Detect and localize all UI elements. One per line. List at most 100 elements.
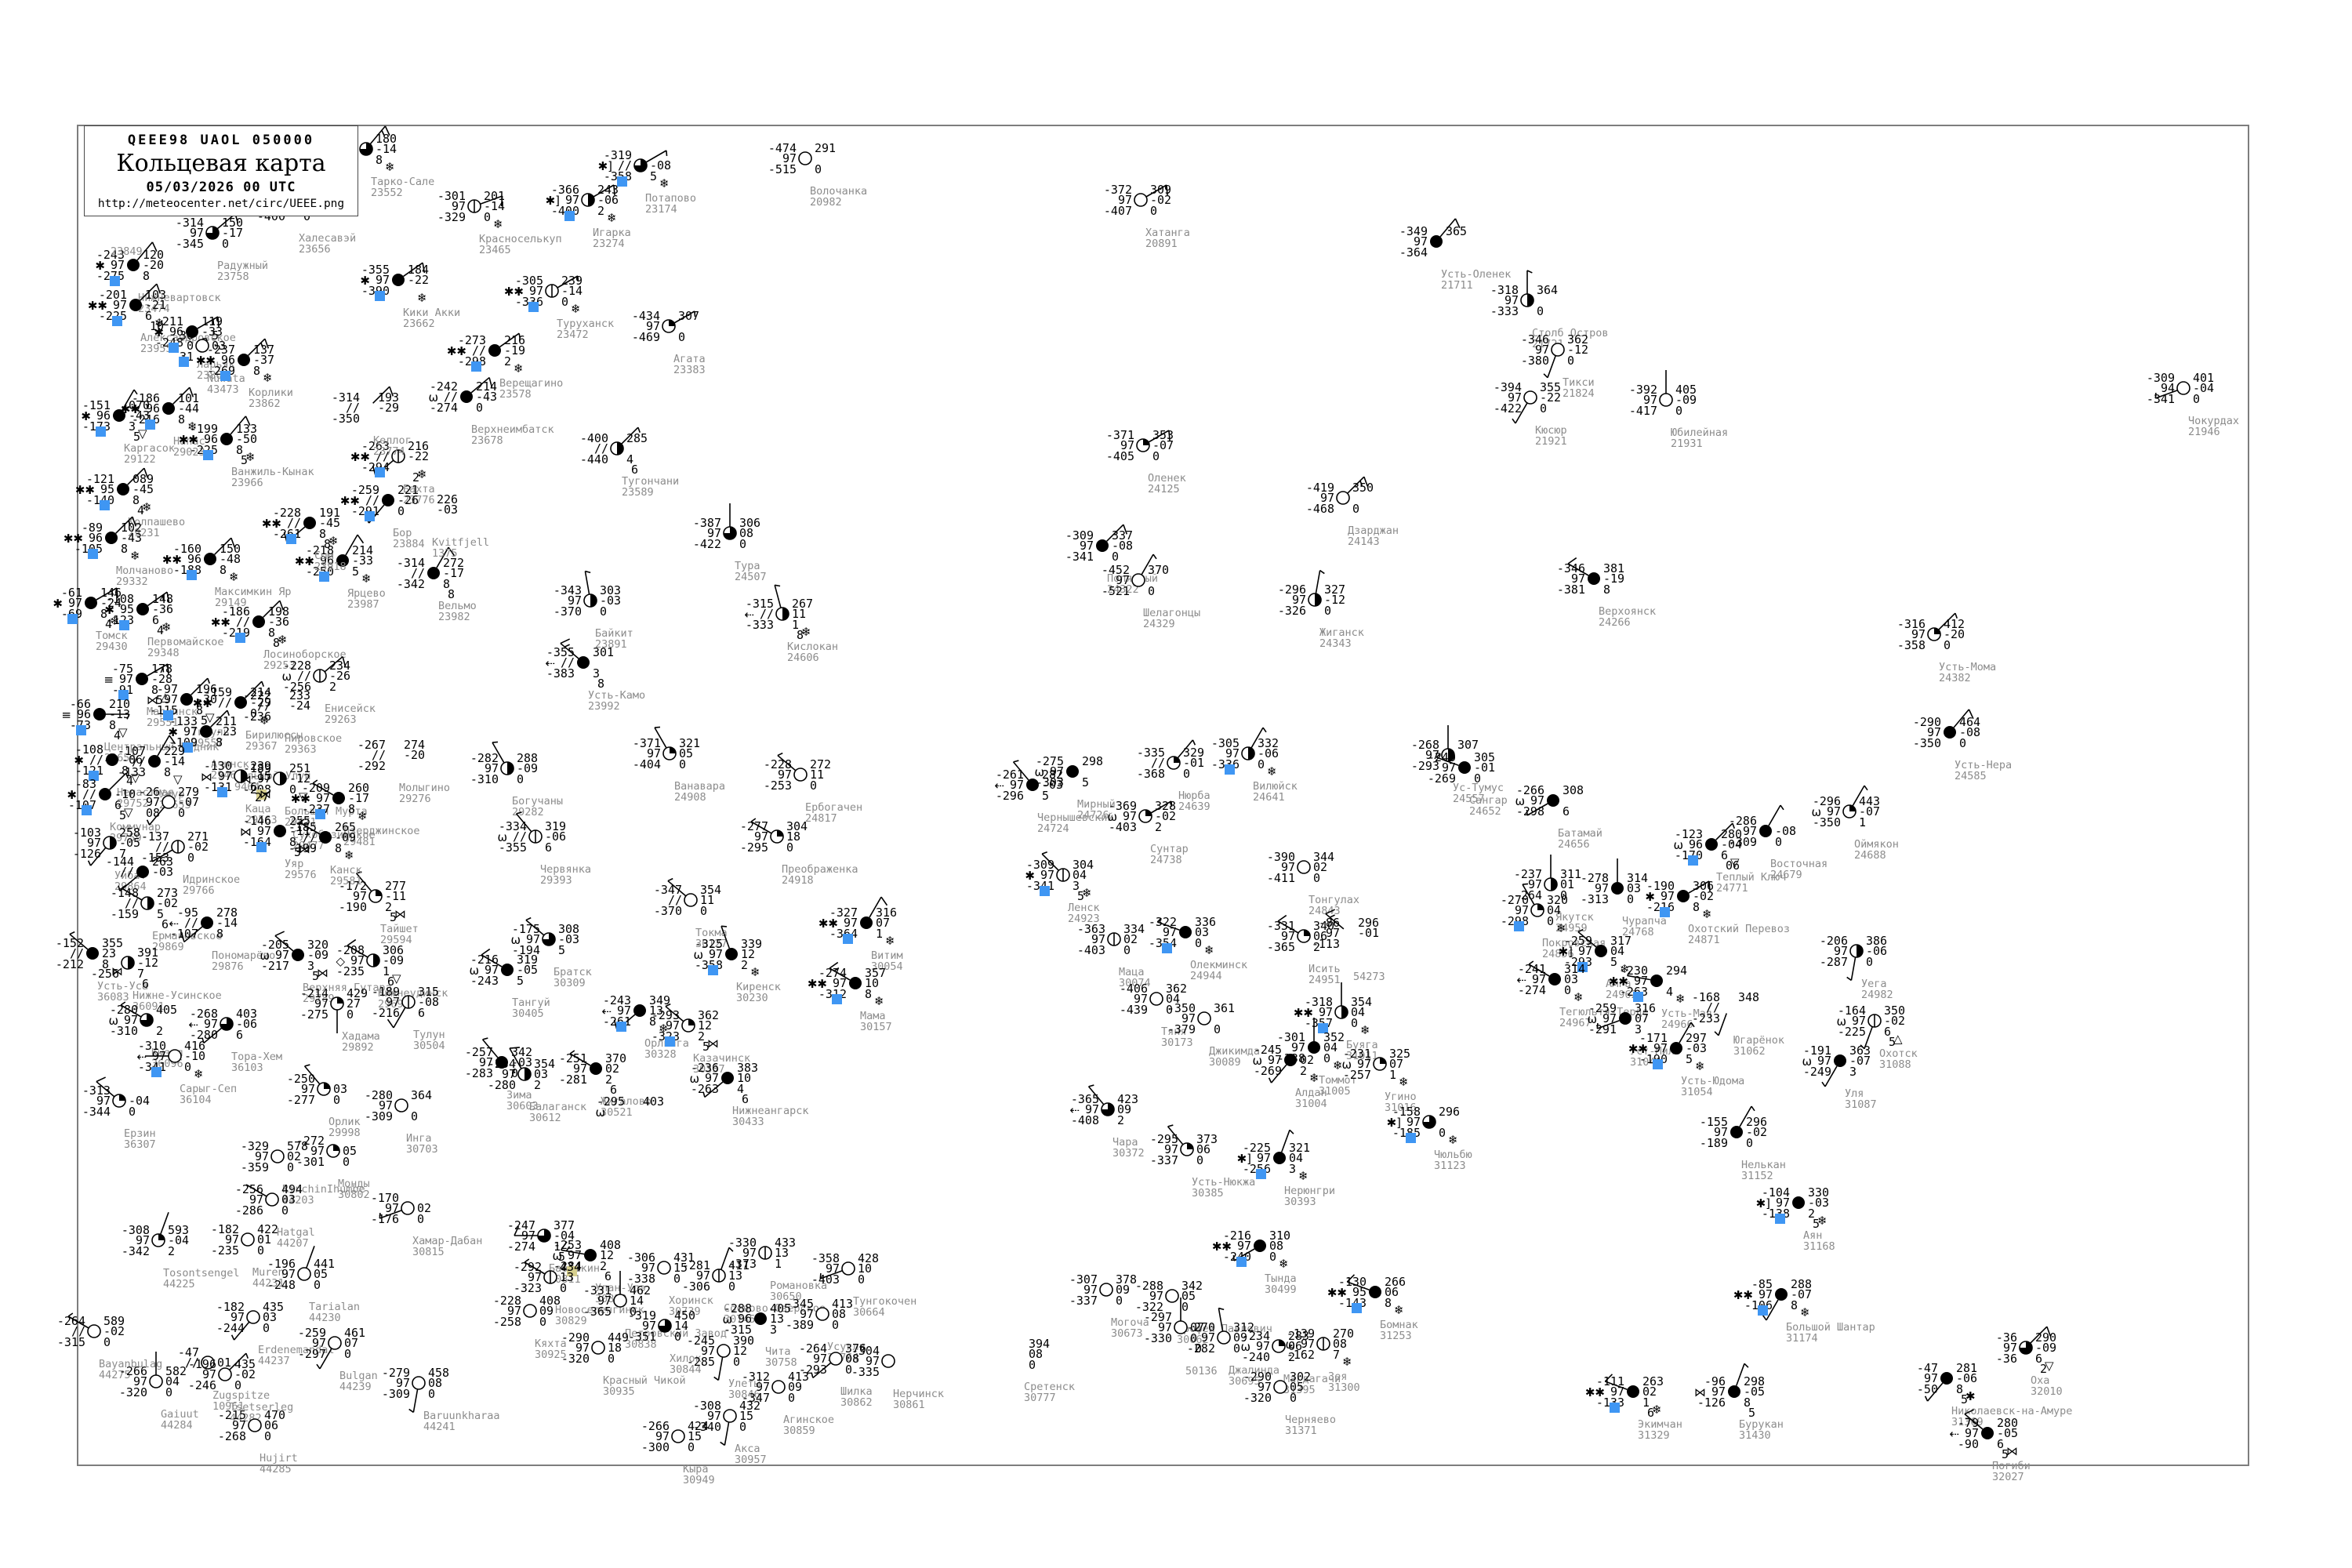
station-id: 24143 bbox=[1348, 535, 1380, 548]
station-extra: 0 bbox=[600, 604, 607, 619]
station-name: Коммунар bbox=[110, 821, 161, 833]
station-tendency: -14 bbox=[216, 916, 238, 930]
station-pressure: 285 bbox=[626, 431, 648, 445]
snow-cover-square bbox=[617, 176, 627, 187]
station-pressure: 214 bbox=[352, 543, 373, 557]
station-id: 24908 bbox=[674, 791, 706, 804]
station-name: Томск bbox=[96, 630, 128, 642]
station-name: Bayanbulag bbox=[99, 1358, 162, 1370]
station-id: 30328 bbox=[644, 1048, 677, 1061]
station-extra: 0 bbox=[810, 779, 817, 793]
station-id: 23589 bbox=[622, 486, 654, 499]
station-pressure: 403 bbox=[643, 1094, 664, 1109]
station-extra: 7 bbox=[1333, 1348, 1340, 1362]
station-extra: 0 bbox=[608, 1352, 615, 1366]
wind-barb-half bbox=[120, 1001, 126, 1006]
station-dewpoint: -199 bbox=[289, 841, 317, 855]
station-extra: 0 bbox=[417, 1212, 424, 1226]
station-extra: 0 bbox=[397, 504, 405, 518]
wind-barb-full bbox=[143, 467, 149, 478]
station-id: 24329 bbox=[1143, 618, 1175, 630]
past-weather-icon: ❄ bbox=[1399, 1075, 1409, 1089]
station-dewpoint: -90 bbox=[1958, 1437, 1979, 1451]
station-extra: 8 bbox=[151, 683, 158, 697]
station-circle bbox=[127, 259, 140, 271]
station-circle bbox=[501, 964, 514, 976]
station-circle bbox=[1284, 1054, 1297, 1066]
wind-barb-half bbox=[713, 1376, 719, 1381]
station-dewpoint: -422 bbox=[693, 537, 721, 551]
station-extra: 8 bbox=[1603, 583, 1610, 597]
station-id: 23992 bbox=[588, 700, 620, 713]
wind-barb-half bbox=[118, 885, 121, 891]
snow-cover-square bbox=[89, 771, 99, 781]
station-tendency: -09 bbox=[307, 948, 328, 962]
station-weather-code: 97 bbox=[479, 1055, 493, 1069]
station-temp: -272 bbox=[296, 1134, 325, 1148]
past-weather-icon: ❄ bbox=[607, 211, 617, 225]
wind-barb-shaft bbox=[1850, 956, 1857, 981]
station-dewpoint: -405 bbox=[1106, 449, 1134, 463]
station-weather-code: 97 bbox=[379, 1098, 393, 1112]
station-circle bbox=[1149, 992, 1163, 1006]
station-temp: -237 bbox=[207, 343, 235, 357]
station-name: Верхняя Гутара bbox=[303, 982, 392, 994]
station-pressure: 234 bbox=[329, 659, 350, 673]
map-title-box: QEEE98 UAOL 050000 Кольцевая карта 05/03… bbox=[84, 125, 358, 216]
station-temp: -266 bbox=[119, 1364, 147, 1378]
station-extra: 2 bbox=[534, 1078, 541, 1092]
station-temp: -205 bbox=[261, 938, 289, 952]
station-extra: 8 bbox=[178, 412, 185, 426]
station-circle bbox=[241, 1232, 255, 1247]
station-dewpoint: -309 bbox=[382, 1387, 410, 1401]
wind-barb-shaft bbox=[89, 847, 107, 866]
station-id: 31004 bbox=[1295, 1098, 1327, 1110]
cover-quarter bbox=[1174, 757, 1180, 763]
station-weather-code: 97 bbox=[164, 692, 178, 706]
station-id: 31152 bbox=[1741, 1170, 1773, 1182]
station-dewpoint: -298 bbox=[1516, 804, 1544, 818]
cover-quarter bbox=[1849, 805, 1856, 811]
station-extra: 0 bbox=[733, 1355, 740, 1369]
station-weather-code: // bbox=[70, 946, 84, 960]
station-weather-code: 97 bbox=[507, 1304, 521, 1318]
station-tendency: 12 bbox=[600, 1248, 614, 1262]
station-id: 24871 bbox=[1688, 934, 1720, 946]
station-tendency: 27 bbox=[347, 996, 361, 1011]
station-pressure: 364 bbox=[1537, 283, 1558, 297]
station-circle bbox=[129, 299, 142, 311]
station-extra: 0 bbox=[678, 330, 685, 344]
station-circle bbox=[721, 1072, 734, 1084]
station-dewpoint: -408 bbox=[1071, 1113, 1099, 1127]
station-weather-code: 97 bbox=[190, 226, 204, 240]
cover-half bbox=[1527, 294, 1534, 307]
station-dewpoint: -407 bbox=[1104, 204, 1132, 218]
station-extra: 0 bbox=[739, 1420, 746, 1434]
past-weather-icon: ▽ bbox=[118, 725, 128, 739]
station-dewpoint: -351 bbox=[628, 1330, 656, 1344]
station-weather-code: // bbox=[71, 1324, 85, 1338]
station-name: Первомайское bbox=[147, 636, 224, 648]
station-circle bbox=[292, 949, 304, 961]
station-circle bbox=[860, 916, 873, 929]
weather-symbol-icon: ω bbox=[595, 1105, 605, 1120]
station-circle bbox=[113, 409, 125, 422]
station-dewpoint: -300 bbox=[641, 1440, 670, 1454]
wind-barb-full bbox=[880, 896, 888, 906]
station-temp: -189 bbox=[372, 985, 400, 999]
station-circle bbox=[460, 390, 473, 403]
wind-barb-full bbox=[169, 735, 176, 745]
